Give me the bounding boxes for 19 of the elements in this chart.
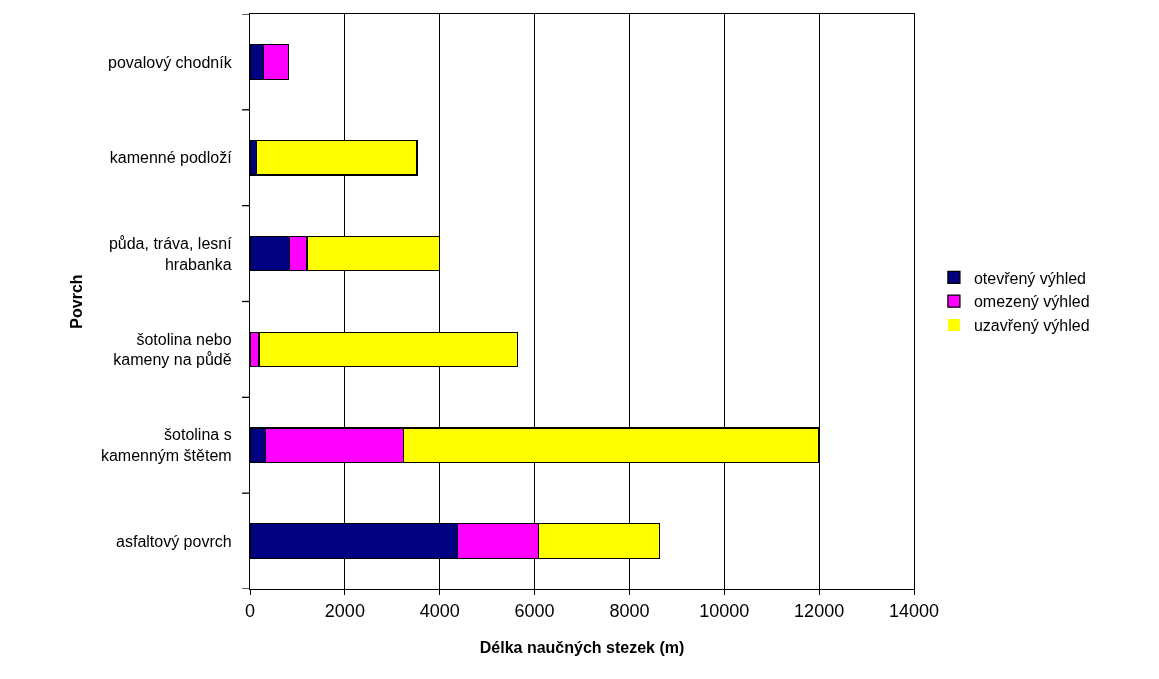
x-tick-label: 12000 [794,600,845,621]
y-tick-label: půda, tráva, lesní hrabanka [108,234,233,273]
x-tick-label: 8000 [609,600,650,621]
y-axis-title: Povrch [67,274,85,329]
x-axis-title: Délka naučných stezek (m) [479,639,685,657]
legend-label: uzavřený výhled [973,317,1090,335]
legend-label: otevřený výhled [973,269,1086,287]
x-tick-label: 0 [244,600,256,621]
legend-label: omezený výhled [973,293,1090,311]
y-tick-label: kamenné podloží [109,149,233,167]
x-tick-label: 2000 [324,600,365,621]
y-tick-label: asfaltový povrch [116,532,232,550]
x-tick-label: 14000 [888,600,940,621]
y-tick-label: šotolina nebo kameny na půdě [113,330,232,369]
x-tick-label: 10000 [699,600,750,621]
x-tick-label: 4000 [419,600,460,621]
x-tick-label: 6000 [514,600,555,621]
y-tick-label: povalový chodník [108,53,233,71]
y-tick-label: šotolina s kamenným štětem [100,426,232,465]
